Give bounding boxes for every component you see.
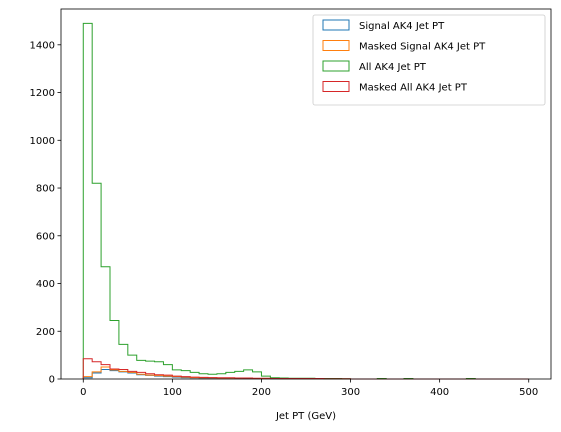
y-tick-label: 400 [36,279,55,290]
y-tick-label: 1400 [30,40,55,51]
legend-label: All AK4 Jet PT [359,62,427,73]
x-tick-label: 100 [163,387,182,398]
x-tick-label: 400 [430,387,449,398]
legend-label: Signal AK4 Jet PT [359,21,445,32]
y-tick-label: 600 [36,231,55,242]
x-axis-label: Jet PT (GeV) [275,411,336,422]
axes-frame [60,8,552,380]
legend-label: Masked Signal AK4 Jet PT [359,42,486,53]
x-axis-ticks: 0 100 200 300 400 500 [80,379,538,398]
legend-swatch [322,19,350,31]
x-tick-label: 200 [252,387,271,398]
y-tick-label: 0 [49,375,55,386]
legend-swatch [322,40,350,51]
legend-frame [312,14,546,106]
y-tick-label: 200 [36,327,55,338]
x-tick-label: 300 [341,387,360,398]
legend: Signal AK4 Jet PT Masked Signal AK4 Jet P… [312,14,546,106]
legend-label: Masked All AK4 Jet PT [359,83,468,94]
legend-swatch [322,60,350,72]
y-tick-label: 1200 [30,88,55,99]
legend-swatch [322,81,350,92]
y-tick-label: 1000 [30,136,55,147]
x-tick-label: 0 [80,387,86,398]
y-tick-label: 800 [36,184,55,195]
x-tick-label: 500 [519,387,538,398]
y-axis-ticks: 0 200 400 600 800 1000 1200 1400 [30,40,61,386]
